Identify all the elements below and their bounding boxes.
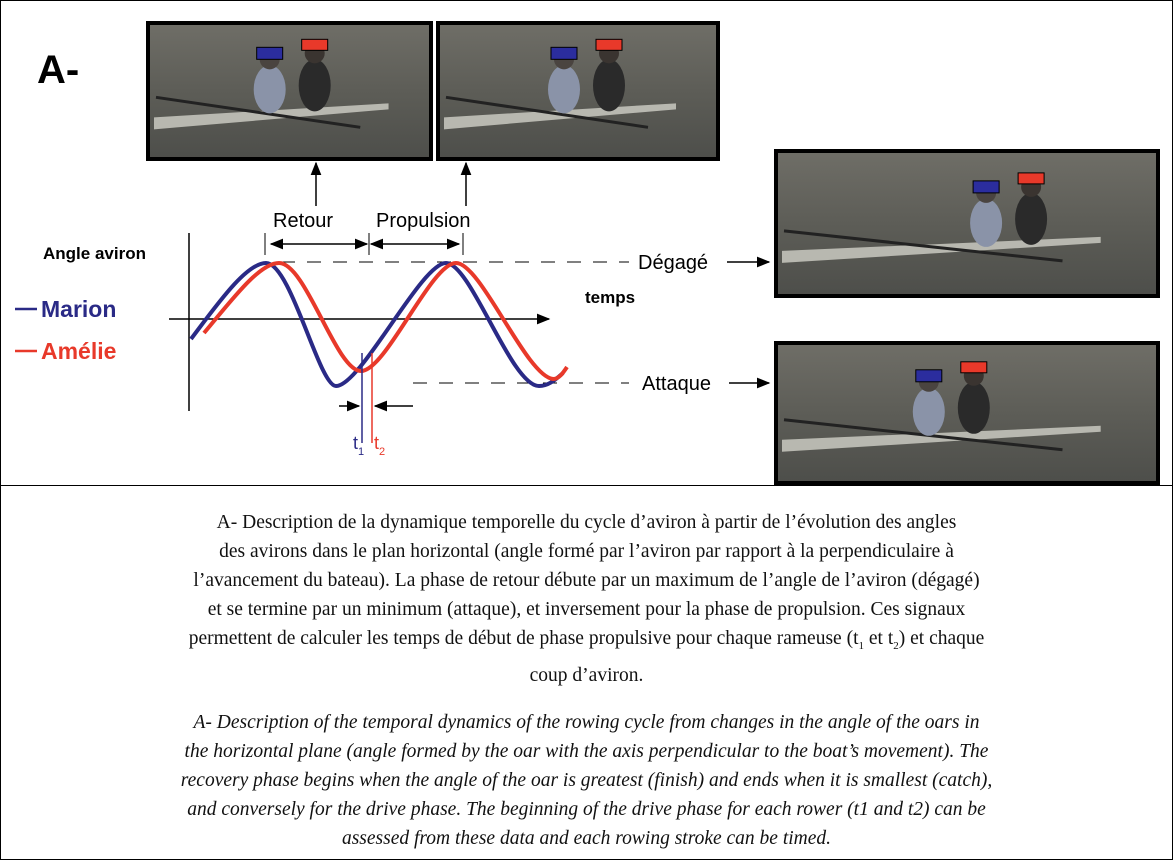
text: permettent de calculer les temps de débu… — [188, 628, 859, 649]
diagram: A- Retour Propulsion Angle aviron Marion… — [15, 21, 1160, 485]
caption-line: A- Description de la dynamique temporell… — [1, 508, 1172, 537]
caption: A- Description de la dynamique temporell… — [1, 485, 1172, 853]
y-axis-label: Angle aviron — [43, 244, 146, 263]
oar — [783, 229, 1063, 263]
t: t — [353, 433, 358, 453]
text: et t — [864, 628, 894, 649]
rower — [912, 387, 945, 436]
boat — [154, 103, 389, 130]
sub: 1 — [358, 446, 364, 458]
blue-tag — [550, 46, 578, 60]
text: ) et chaque — [898, 628, 985, 649]
rower — [298, 59, 331, 112]
text: A- Description de la dynamique temporell… — [216, 512, 957, 533]
blue-tag — [915, 369, 943, 383]
caption-line: coup d’aviron. — [1, 661, 1172, 690]
caption-line: the horizontal plane (angle formed by th… — [184, 740, 989, 762]
curve-marion — [189, 260, 565, 389]
red-tag — [1017, 172, 1045, 185]
text: des avirons dans le plan horizontal (ang… — [219, 541, 954, 562]
phase-label: Propulsion — [376, 210, 471, 232]
oar — [445, 95, 649, 129]
rower — [253, 65, 286, 114]
photo — [436, 21, 720, 161]
blue-tag — [256, 46, 284, 60]
rower — [1015, 192, 1048, 245]
photo — [774, 149, 1160, 298]
oar — [155, 95, 361, 129]
level-label: Attaque — [642, 373, 711, 395]
text: l’avancement du bateau). La phase de ret… — [193, 570, 980, 591]
caption-english: A- Description of the temporal dynamics … — [1, 708, 1172, 853]
subscript: 2 — [893, 639, 899, 652]
blue-tag — [972, 180, 1000, 194]
time-marker: t1 — [353, 433, 364, 458]
red-tag — [301, 38, 329, 51]
legend-label: Marion — [41, 296, 116, 322]
photo — [146, 21, 433, 161]
phase-label: Retour — [273, 210, 333, 232]
t: t — [374, 433, 379, 453]
subscript: 1 — [858, 639, 865, 652]
caption-line: recovery phase begins when the angle of … — [180, 769, 993, 791]
time-marker: t2 — [374, 433, 385, 458]
rower — [593, 59, 625, 112]
rower — [957, 381, 990, 434]
level-label: Dégagé — [638, 252, 708, 274]
boat — [444, 103, 676, 130]
rower — [970, 198, 1003, 247]
red-tag — [595, 38, 623, 51]
oar — [783, 418, 1063, 452]
legend-label: Amélie — [41, 338, 116, 364]
x-axis-label: temps — [585, 288, 635, 307]
caption-line: permettent de calculer les temps de débu… — [1, 624, 1172, 661]
boat — [782, 425, 1101, 452]
rower — [548, 65, 580, 114]
text: et se termine par un minimum (attaque), … — [207, 599, 966, 620]
curve-amelie — [202, 260, 569, 382]
red-tag — [960, 361, 988, 374]
boat — [782, 236, 1101, 263]
caption-line: assessed from these data and each rowing… — [341, 827, 832, 849]
caption-line: l’avancement du bateau). La phase de ret… — [1, 566, 1172, 595]
caption-line: A- Description of the temporal dynamics … — [193, 711, 980, 733]
photos — [146, 21, 1160, 485]
text: coup d’aviron. — [529, 664, 644, 686]
caption-french: A- Description de la dynamique temporell… — [1, 508, 1172, 690]
sub: 2 — [379, 446, 385, 458]
caption-line: des avirons dans le plan horizontal (ang… — [1, 537, 1172, 566]
caption-line: et se termine par un minimum (attaque), … — [1, 595, 1172, 624]
caption-line: and conversely for the drive phase. The … — [187, 798, 986, 820]
panel-label: A- — [37, 48, 79, 92]
